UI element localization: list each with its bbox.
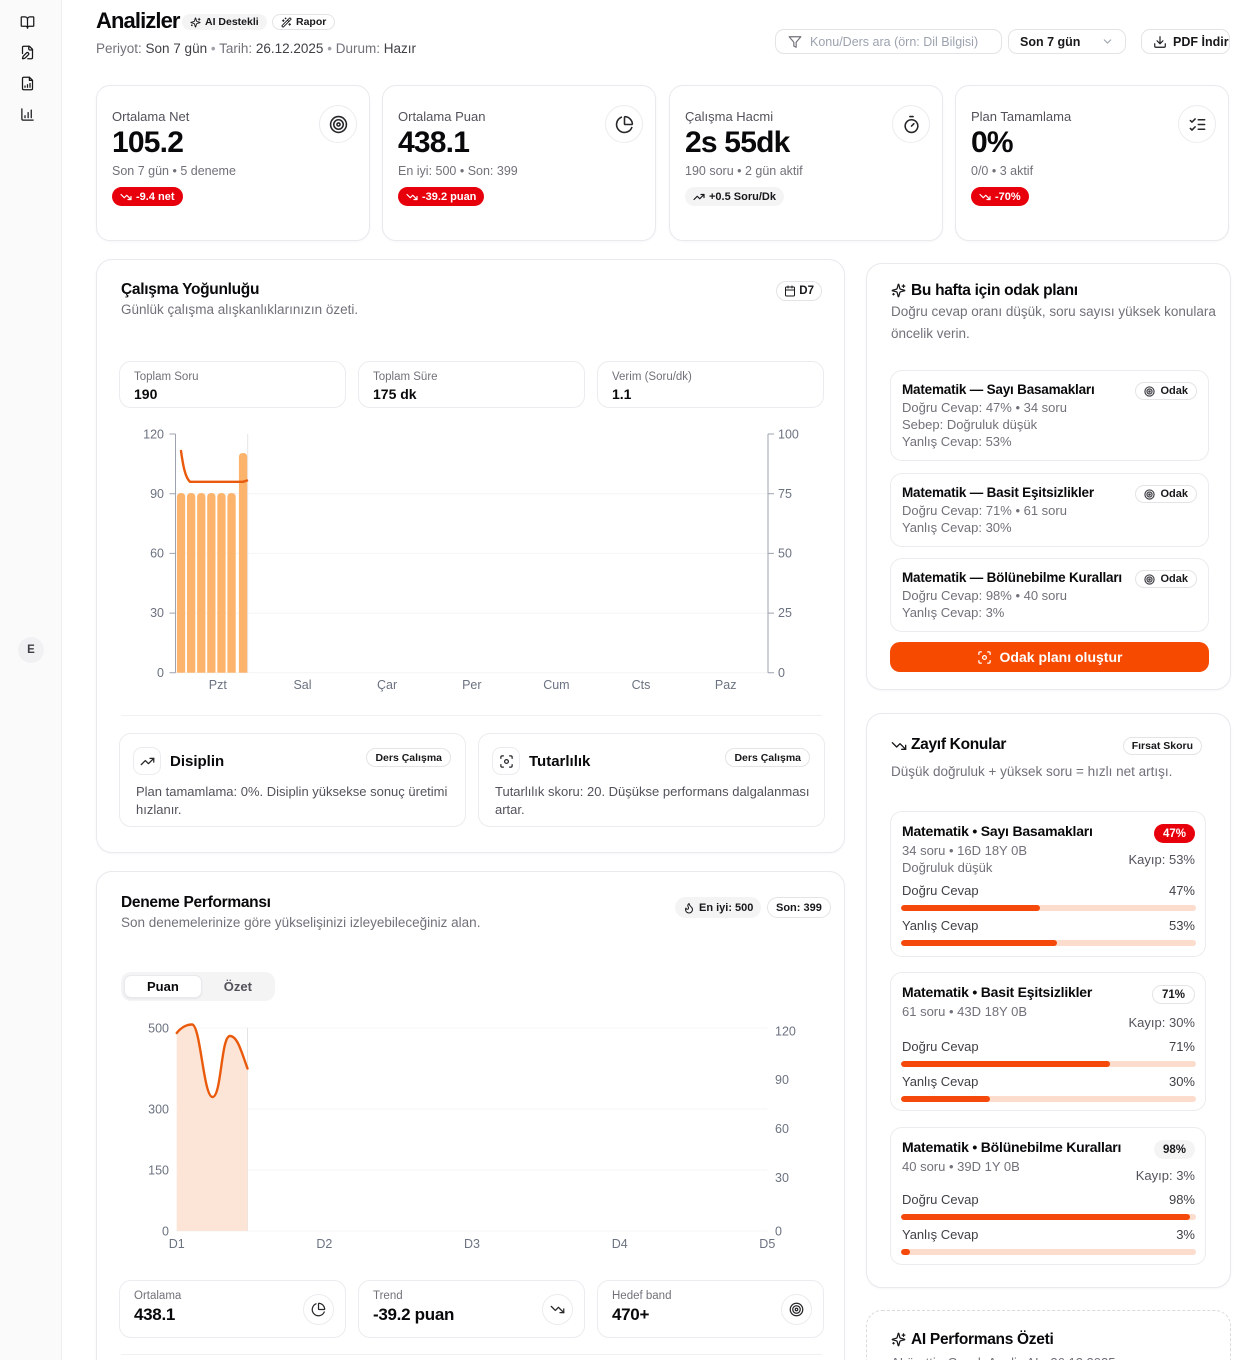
- svg-text:300: 300: [148, 1103, 169, 1117]
- svg-text:120: 120: [143, 428, 164, 442]
- svg-text:Sal: Sal: [293, 678, 311, 692]
- svg-text:150: 150: [148, 1164, 169, 1178]
- svg-text:0: 0: [778, 666, 785, 680]
- svg-text:Çar: Çar: [377, 678, 397, 692]
- svg-text:0: 0: [157, 666, 164, 680]
- svg-text:D5: D5: [759, 1237, 775, 1251]
- svg-text:Per: Per: [462, 678, 481, 692]
- svg-text:500: 500: [148, 1022, 169, 1036]
- svg-text:30: 30: [775, 1171, 789, 1185]
- svg-text:Cum: Cum: [543, 678, 569, 692]
- svg-text:60: 60: [775, 1122, 789, 1136]
- svg-text:Pzt: Pzt: [209, 678, 228, 692]
- svg-text:100: 100: [778, 428, 799, 442]
- svg-text:25: 25: [778, 606, 792, 620]
- svg-text:120: 120: [775, 1025, 796, 1039]
- svg-text:0: 0: [775, 1225, 782, 1239]
- svg-text:50: 50: [778, 547, 792, 561]
- svg-text:D2: D2: [316, 1237, 332, 1251]
- svg-text:75: 75: [778, 487, 792, 501]
- svg-text:90: 90: [150, 487, 164, 501]
- svg-text:D4: D4: [612, 1237, 628, 1251]
- svg-text:D1: D1: [169, 1237, 185, 1251]
- svg-text:Cts: Cts: [632, 678, 651, 692]
- svg-text:60: 60: [150, 547, 164, 561]
- svg-text:90: 90: [775, 1073, 789, 1087]
- svg-text:D3: D3: [464, 1237, 480, 1251]
- svg-text:30: 30: [150, 606, 164, 620]
- svg-text:0: 0: [162, 1225, 169, 1239]
- svg-text:Paz: Paz: [715, 678, 737, 692]
